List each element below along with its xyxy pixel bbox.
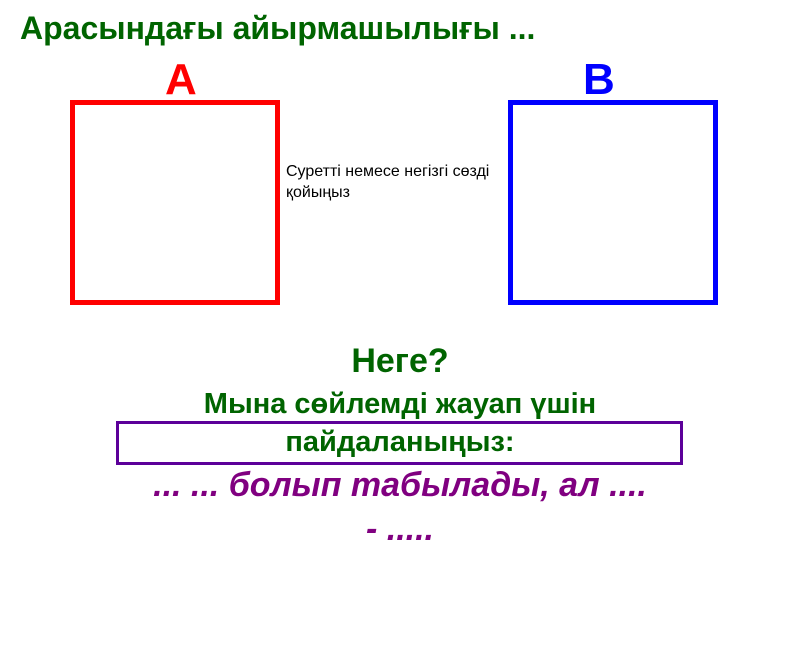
middle-caption: Суретті немесе негізгі сөзді қойыңыз: [286, 162, 501, 204]
instruction-line-1: Мына сөйлемді жауап үшін: [0, 388, 800, 421]
square-b: [508, 100, 718, 305]
square-b-label: B: [583, 55, 615, 105]
why-question: Неге?: [0, 342, 800, 381]
square-a-label: A: [165, 55, 197, 105]
answer-template-line-2: - .....: [0, 510, 800, 549]
square-a: [70, 100, 280, 305]
instruction-line-2: пайдаланыңыз:: [0, 426, 800, 459]
page-title: Арасындағы айырмашылығы ...: [20, 10, 535, 47]
answer-template-line-1: ... ... болып табылады, ал ....: [0, 466, 800, 505]
